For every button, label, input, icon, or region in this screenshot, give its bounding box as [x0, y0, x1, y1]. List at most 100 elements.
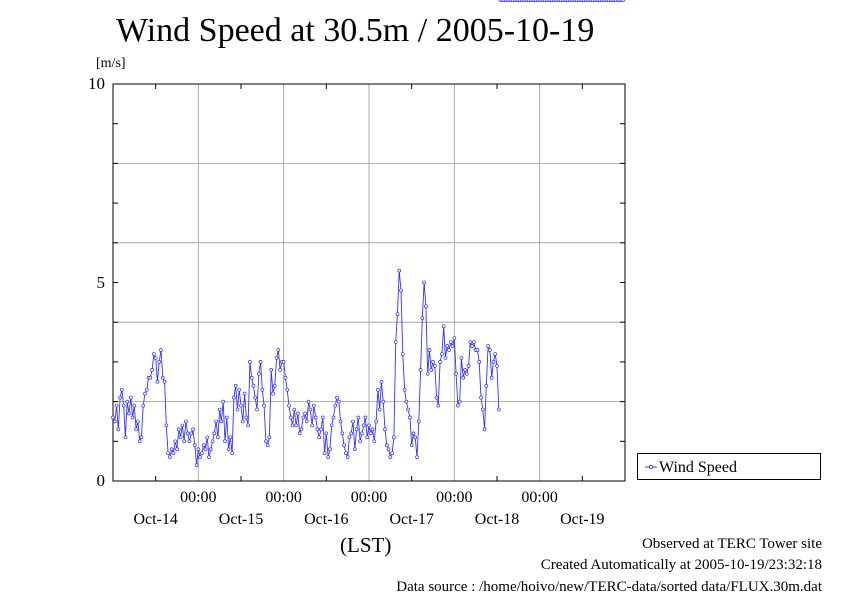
- data-point: [441, 324, 446, 329]
- data-point: [191, 427, 195, 432]
- data-point: [143, 391, 147, 396]
- data-point: [221, 399, 226, 404]
- data-point: [205, 435, 210, 440]
- data-point: [157, 360, 162, 364]
- data-point: [269, 367, 274, 372]
- data-point: [137, 439, 142, 444]
- footer-created: Created Automatically at 2005-10-19/23:3…: [540, 557, 822, 573]
- data-point: [384, 443, 389, 448]
- data-point: [431, 360, 435, 364]
- data-point: [367, 423, 371, 428]
- data-point: [360, 431, 364, 436]
- data-point: [274, 356, 279, 360]
- data-point: [479, 395, 483, 400]
- data-point: [240, 419, 245, 424]
- data-point: [319, 427, 323, 432]
- data-point: [173, 439, 178, 444]
- data-point: [294, 423, 298, 428]
- data-point: [176, 427, 181, 432]
- data-point: [130, 415, 135, 420]
- data-point: [397, 268, 402, 273]
- data-point: [175, 447, 179, 452]
- data-point: [237, 387, 242, 392]
- data-point: [308, 407, 313, 412]
- data-point: [340, 431, 345, 436]
- data-point: [292, 407, 297, 412]
- data-point: [283, 375, 288, 380]
- data-point: [436, 403, 441, 408]
- data-point: [338, 419, 343, 424]
- data-point: [132, 403, 137, 408]
- data-point: [358, 439, 362, 444]
- data-point: [415, 455, 419, 460]
- data-point: [370, 427, 375, 432]
- data-point: [361, 423, 366, 428]
- data-point: [203, 447, 208, 452]
- data-point: [160, 375, 165, 380]
- data-point: [491, 360, 496, 364]
- data-point: [452, 336, 457, 340]
- data-point: [312, 403, 316, 408]
- data-point: [260, 387, 265, 392]
- data-point: [438, 360, 442, 364]
- data-point: [333, 403, 338, 408]
- data-point: [233, 383, 238, 388]
- data-point: [457, 399, 462, 404]
- data-point: [216, 435, 220, 440]
- data-point: [310, 423, 314, 428]
- data-point: [432, 364, 437, 368]
- data-point: [336, 399, 341, 404]
- data-point: [253, 395, 258, 400]
- data-point: [322, 451, 327, 456]
- data-point: [317, 435, 322, 440]
- data-point: [351, 419, 355, 424]
- data-point: [152, 352, 156, 356]
- data-point: [406, 407, 410, 412]
- data-point: [296, 411, 300, 416]
- data-point: [121, 403, 126, 408]
- data-point: [290, 423, 295, 428]
- data-point: [116, 427, 121, 432]
- data-point: [148, 375, 153, 380]
- data-point: [335, 395, 339, 400]
- data-point: [162, 379, 167, 384]
- x-tick-label-day: Oct-17: [389, 511, 434, 528]
- data-point: [392, 435, 396, 440]
- data-point: [306, 399, 311, 404]
- data-point: [377, 407, 382, 412]
- data-point: [404, 399, 409, 404]
- data-point: [249, 375, 254, 380]
- data-point: [475, 348, 480, 352]
- data-point: [496, 407, 501, 412]
- data-point: [127, 411, 131, 416]
- data-point: [409, 443, 414, 448]
- x-tick-label-day: Oct-14: [133, 511, 178, 528]
- data-point: [180, 423, 185, 428]
- data-point: [288, 415, 293, 420]
- data-point: [287, 403, 291, 408]
- data-point: [427, 348, 432, 352]
- data-point: [324, 431, 329, 436]
- data-point: [329, 423, 334, 428]
- data-point: [171, 451, 176, 456]
- data-point: [125, 399, 130, 404]
- data-point: [297, 431, 302, 436]
- data-point: [262, 403, 266, 408]
- data-point: [281, 360, 286, 364]
- data-point: [232, 395, 236, 400]
- x-tick-label-day: Oct-19: [560, 511, 605, 528]
- data-point: [486, 344, 490, 348]
- data-point: [267, 435, 272, 440]
- data-point: [264, 439, 268, 444]
- data-point: [208, 447, 213, 452]
- data-point: [217, 407, 222, 412]
- data-point: [365, 435, 370, 440]
- data-point: [363, 415, 368, 420]
- data-point: [331, 415, 336, 420]
- data-point: [303, 411, 307, 416]
- data-point: [276, 348, 281, 352]
- plot-frame: [112, 83, 626, 482]
- data-point: [184, 419, 188, 424]
- data-point: [422, 280, 426, 285]
- data-point: [235, 407, 240, 412]
